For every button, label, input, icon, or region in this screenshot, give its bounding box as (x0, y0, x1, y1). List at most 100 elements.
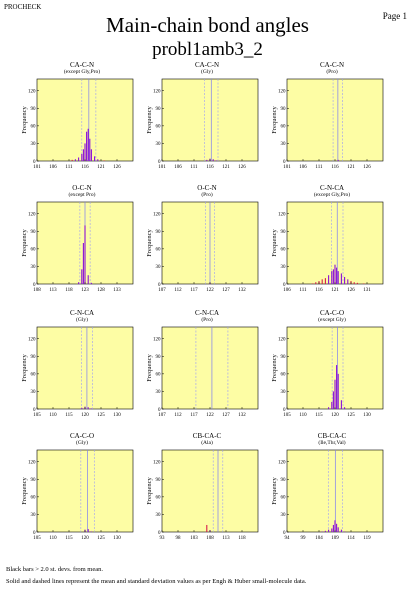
x-tick-label: 105 (33, 536, 41, 541)
x-tick-label: 116 (81, 165, 89, 170)
histogram-chart: 0 30 60 90 120 108 113 118 123 128 133 Frequency (21, 201, 134, 293)
y-tick-label: 30 (31, 265, 37, 270)
y-axis-label: Frequency (21, 477, 28, 505)
x-tick-label: 108 (206, 536, 214, 541)
histogram-bar (312, 283, 314, 284)
x-tick-label: 115 (65, 413, 73, 418)
footer-note-outliers: Black bars > 2.0 st. devs. from mean. (6, 566, 103, 573)
chart-subtitle: (Pro) (326, 69, 338, 75)
x-tick-label: 118 (238, 536, 246, 541)
histogram-bar (206, 159, 208, 161)
chart-subtitle: (Gly) (76, 317, 88, 323)
chart-subtitle: (except Pro) (68, 192, 96, 198)
y-tick-label: 90 (281, 230, 287, 235)
histogram-chart: 0 30 60 90 120 105 110 115 120 125 130 Frequency (271, 326, 384, 418)
x-tick-label: 130 (363, 413, 371, 418)
y-tick-label: 30 (281, 513, 287, 518)
y-tick-label: 0 (33, 160, 36, 165)
chart-subtitle: (Gly) (76, 440, 88, 446)
chart-subtitle: (except Gly,Pro) (313, 192, 351, 198)
y-tick-label: 30 (31, 142, 37, 147)
histogram-bar (334, 520, 336, 532)
y-tick-label: 120 (28, 461, 36, 466)
y-tick-label: 90 (31, 230, 37, 235)
histogram-bar (84, 143, 86, 161)
histogram-bar (81, 153, 83, 161)
x-tick-label: 106 (299, 165, 307, 170)
chart-title: CA-C-N (69, 61, 95, 69)
y-axis-label: Frequency (271, 229, 278, 257)
x-tick-label: 120 (81, 413, 89, 418)
histogram-bar (82, 243, 84, 284)
histogram-bar (337, 373, 339, 409)
y-tick-label: 120 (153, 338, 161, 343)
page-subtitle: probl1amb3_2 (152, 39, 263, 60)
chart-subtitle: (except Gly) (318, 317, 346, 323)
x-tick-label: 105 (283, 413, 291, 418)
y-tick-label: 90 (156, 107, 162, 112)
histogram-bar (215, 160, 217, 161)
y-tick-label: 60 (31, 248, 37, 253)
x-tick-label: 101 (283, 165, 291, 170)
y-axis-label: Frequency (21, 354, 28, 382)
histogram-bar (328, 275, 330, 284)
histogram-bar (90, 282, 92, 284)
histogram-bar (97, 159, 99, 161)
y-tick-label: 90 (281, 355, 287, 360)
x-tick-label: 118 (65, 288, 73, 293)
chart-title: O-C-N (197, 184, 217, 192)
histogram-bar (337, 271, 339, 284)
chart-title: CA-C-O (319, 309, 345, 317)
chart-subtitle: (Pro) (201, 192, 213, 198)
y-axis-label: Frequency (146, 477, 153, 505)
x-tick-label: 121 (222, 165, 230, 170)
plot-area (36, 449, 134, 533)
footer-note-lines: Solid and dashed lines represent the mea… (6, 578, 307, 585)
histogram-bar (334, 264, 336, 284)
histogram-panel: CA-C-O (except Gly) 0 30 60 90 120 105 110 115 120… (271, 309, 392, 428)
y-tick-label: 0 (158, 408, 161, 413)
x-tick-label: 121 (347, 165, 355, 170)
histogram-bar (90, 149, 92, 161)
x-tick-label: 113 (222, 536, 230, 541)
histogram-bar (81, 407, 83, 409)
y-tick-label: 90 (31, 107, 37, 112)
histogram-bar (331, 528, 333, 532)
x-tick-label: 125 (347, 413, 355, 418)
program-name: PROCHECK (4, 3, 42, 11)
page-title: Main-chain bond angles (106, 13, 309, 37)
histogram-panel: CB-CA-C (Ile,Thr,Val) 0 30 60 90 120 94 99 104 109… (271, 433, 392, 551)
x-tick-label: 122 (206, 413, 214, 418)
chart-title: CA-C-N (319, 61, 345, 69)
x-tick-label: 128 (97, 288, 105, 293)
histogram-bar (89, 138, 91, 161)
x-tick-label: 126 (347, 288, 355, 293)
histogram-bar (321, 279, 323, 284)
x-tick-label: 130 (113, 536, 121, 541)
histogram-bar (331, 401, 333, 409)
x-tick-label: 126 (238, 165, 246, 170)
y-tick-label: 90 (281, 478, 287, 483)
histogram-bar (332, 524, 334, 532)
y-tick-label: 90 (31, 478, 37, 483)
plot-area (161, 326, 259, 410)
histogram-bar (344, 407, 346, 409)
histogram-chart: 0 30 60 90 120 94 99 104 109 114 119 Frequency (271, 449, 384, 541)
histogram-panel: O-C-N (except Pro) 0 30 60 90 120 108 113 118 123 1… (21, 185, 142, 303)
chart-title: CA-C-N (194, 61, 220, 69)
histogram-bar (90, 531, 92, 532)
x-tick-label: 93 (160, 536, 166, 541)
x-tick-label: 101 (158, 165, 166, 170)
histogram-chart: 0 30 60 90 120 101 106 111 116 121 126 Frequency (146, 78, 259, 170)
x-tick-label: 98 (176, 536, 182, 541)
histogram-bar (74, 159, 76, 161)
histogram-bar (356, 282, 358, 284)
x-tick-label: 125 (97, 536, 105, 541)
x-tick-label: 121 (331, 288, 339, 293)
x-tick-label: 126 (363, 165, 371, 170)
x-tick-label: 107 (158, 288, 166, 293)
histogram-bar (332, 269, 334, 284)
x-tick-label: 114 (347, 536, 355, 541)
y-tick-label: 60 (156, 248, 162, 253)
histogram-bar (103, 160, 105, 161)
